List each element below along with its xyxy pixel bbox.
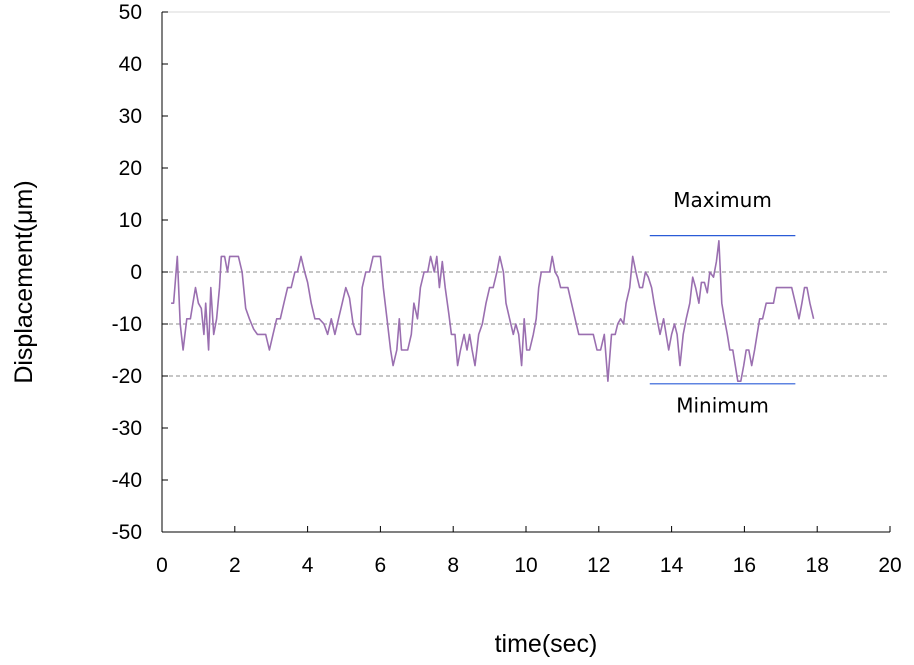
y-tick-label: -20 xyxy=(112,365,142,388)
x-tick-label: 16 xyxy=(733,554,756,577)
y-axis-ticks: 50 40 30 20 10 0 -10 -20 -30 -40 -50 xyxy=(112,1,168,544)
y-tick-label: -50 xyxy=(112,521,142,544)
reference-lines xyxy=(162,271,890,377)
x-axis-title: time(sec) xyxy=(495,630,598,658)
y-tick-label: 50 xyxy=(119,1,142,24)
x-tick-label: 6 xyxy=(375,554,387,577)
x-tick-label: 0 xyxy=(156,554,168,577)
y-axis-title: Displacement(μm) xyxy=(10,180,38,383)
y-tick-label: -10 xyxy=(112,313,142,336)
minimum-label: Minimum xyxy=(676,393,769,417)
x-tick-label: 12 xyxy=(587,554,610,577)
y-tick-label: -30 xyxy=(112,417,142,440)
y-tick-label: 40 xyxy=(119,53,142,76)
y-tick-label: -40 xyxy=(112,469,142,492)
x-tick-label: 18 xyxy=(806,554,829,577)
x-tick-label: 4 xyxy=(302,554,314,577)
x-tick-label: 20 xyxy=(878,554,901,577)
y-tick-label: 30 xyxy=(119,105,142,128)
displacement-series-line xyxy=(171,240,815,383)
y-tick-label: 20 xyxy=(119,157,142,180)
maximum-label: Maximum xyxy=(673,188,772,212)
x-tick-label: 2 xyxy=(229,554,241,577)
x-tick-label: 8 xyxy=(447,554,459,577)
annotations: Maximum Minimum xyxy=(649,188,796,417)
series-layer xyxy=(171,240,815,383)
x-tick-label: 14 xyxy=(660,554,684,577)
x-tick-label: 10 xyxy=(514,554,537,577)
x-axis-ticks: 0 2 4 6 8 10 12 14 16 18 20 xyxy=(156,526,902,577)
y-tick-label: 0 xyxy=(130,261,142,284)
y-tick-label: 10 xyxy=(119,209,142,232)
